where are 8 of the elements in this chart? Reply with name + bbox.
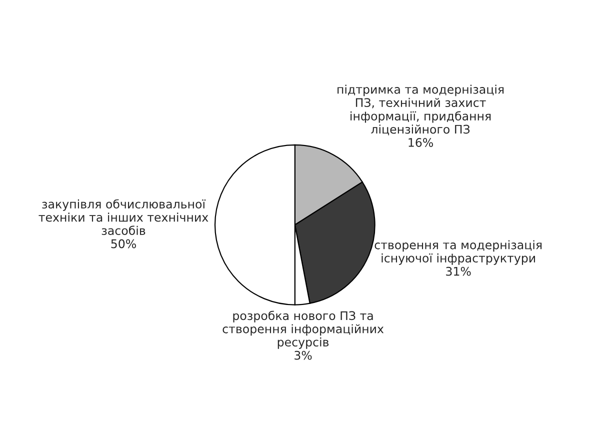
slice-label: створення та модернізація існуючої інфраструктури bbox=[374, 240, 542, 265]
slice-label: підтримка та модернізація ПЗ, технічний захист інформації, придбання ліцензійного ПЗ bbox=[338, 84, 504, 136]
data-label: 3% bbox=[294, 350, 312, 360]
slice-label: розробка нового ПЗ та створення інформаційних ресурсів bbox=[222, 310, 384, 349]
data-label: 16% bbox=[408, 138, 433, 147]
data-label: 50% bbox=[111, 239, 136, 248]
data-label: 31% bbox=[446, 266, 471, 276]
slice-label: закупівля обчислювальної техніки та інших технічних засобів bbox=[38, 199, 208, 235]
